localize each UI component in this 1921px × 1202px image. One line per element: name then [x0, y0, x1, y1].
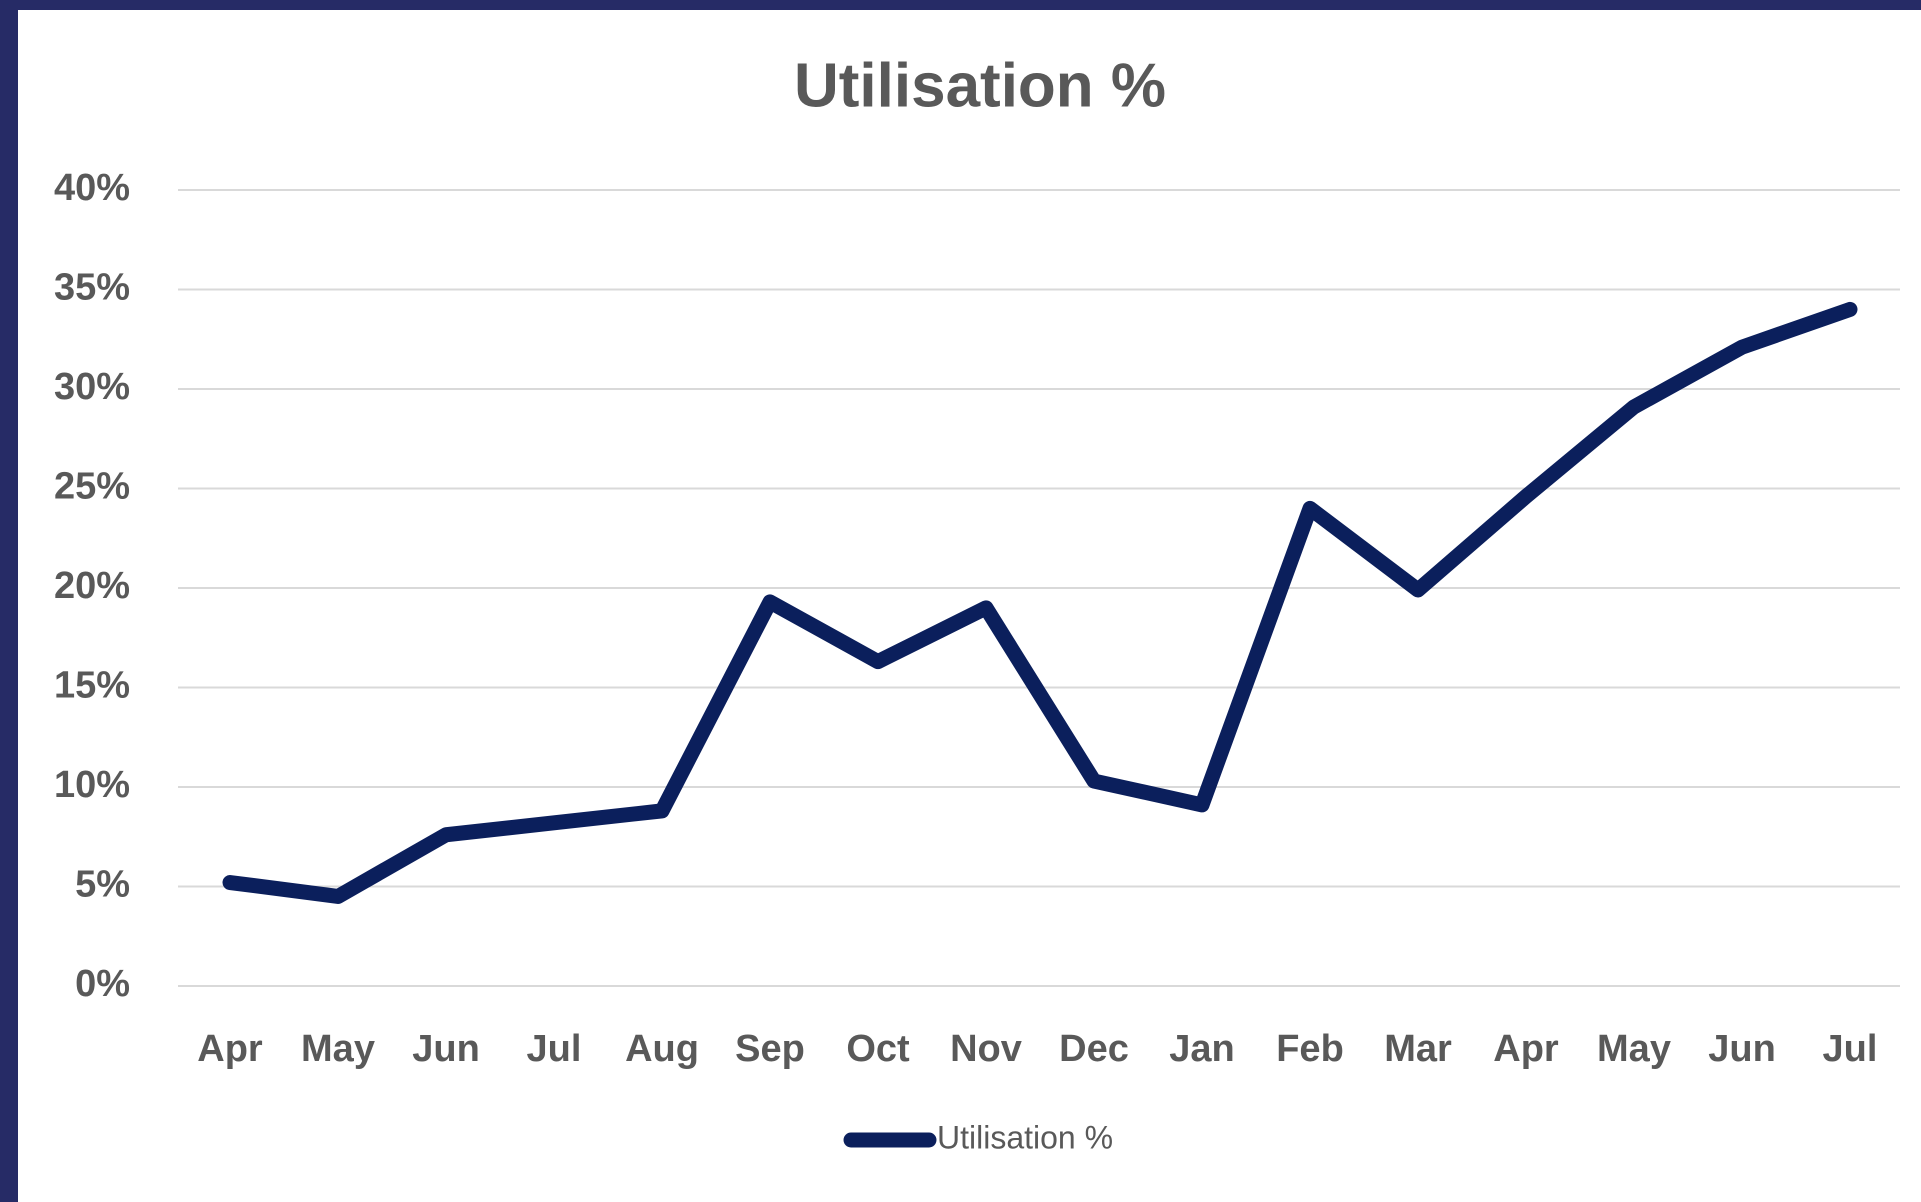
x-tick-label: Jan — [1169, 1028, 1234, 1070]
y-tick-label: 15% — [54, 665, 130, 707]
x-tick-label: Mar — [1384, 1028, 1452, 1070]
x-tick-label: Jun — [412, 1028, 480, 1070]
x-tick-label: Dec — [1059, 1028, 1129, 1070]
y-tick-label: 35% — [54, 267, 130, 309]
x-tick-label: May — [301, 1028, 375, 1070]
chart-title: Utilisation % — [794, 51, 1166, 120]
x-tick-label: May — [1597, 1028, 1671, 1070]
x-tick-label: Jun — [1708, 1028, 1776, 1070]
legend-label: Utilisation % — [937, 1119, 1113, 1155]
x-tick-label: Aug — [625, 1028, 699, 1070]
x-tick-label: Feb — [1276, 1028, 1344, 1070]
x-tick-label: Sep — [735, 1028, 805, 1070]
x-tick-label: Oct — [846, 1028, 910, 1070]
y-tick-label: 30% — [54, 366, 130, 408]
x-tick-label: Apr — [197, 1028, 263, 1070]
x-tick-label: Nov — [950, 1028, 1022, 1070]
y-tick-label: 10% — [54, 764, 130, 806]
chart-area — [18, 10, 1921, 1202]
y-tick-label: 0% — [75, 963, 130, 1005]
x-tick-label: Apr — [1493, 1028, 1559, 1070]
y-tick-label: 40% — [54, 167, 130, 209]
x-tick-label: Jul — [1823, 1028, 1878, 1070]
x-tick-label: Jul — [527, 1028, 582, 1070]
y-tick-label: 5% — [75, 864, 130, 906]
series-line — [222, 301, 1858, 904]
y-tick-label: 20% — [54, 565, 130, 607]
y-tick-label: 25% — [54, 466, 130, 508]
